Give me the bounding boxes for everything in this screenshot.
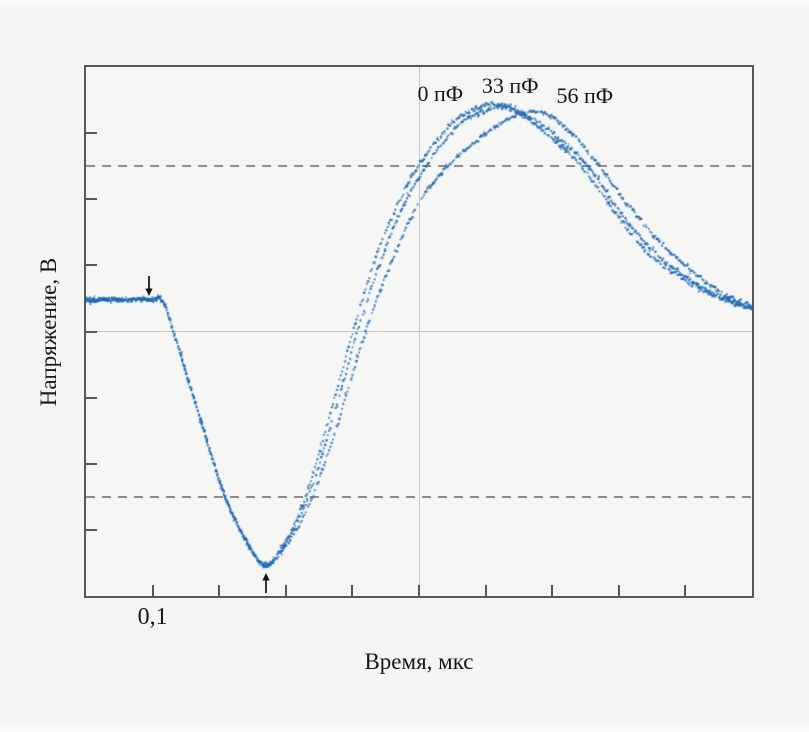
tick-mark <box>484 585 487 596</box>
series-label-33pf: 33 пФ <box>481 73 539 99</box>
tick-mark <box>86 396 97 399</box>
tick-mark <box>86 198 97 201</box>
tick-mark <box>351 585 354 596</box>
x-axis-title: Время, мкс <box>364 649 474 674</box>
marker-arrow-down-icon <box>145 275 153 296</box>
tick-mark <box>551 585 554 596</box>
tick-mark <box>617 585 620 596</box>
tick-mark <box>418 585 420 596</box>
plot-area: 0 пФ 33 пФ 56 пФ <box>84 65 754 598</box>
tick-mark <box>86 528 97 531</box>
tick-mark <box>86 330 97 333</box>
tick-mark <box>86 462 97 465</box>
tick-mark <box>684 585 687 596</box>
tick-mark <box>151 585 154 596</box>
marker-arrow-up-icon <box>262 572 270 593</box>
scope-traces-canvas <box>86 67 752 596</box>
tick-mark <box>86 132 97 135</box>
y-axis-title: Напряжение, В <box>36 257 61 406</box>
x-tick-label: 0,1 <box>137 604 168 630</box>
tick-mark <box>284 585 287 596</box>
tick-mark <box>86 264 97 267</box>
series-label-0pf: 0 пФ <box>417 81 464 107</box>
tick-mark <box>218 585 221 596</box>
page-edge-top <box>0 0 809 4</box>
series-label-56pf: 56 пФ <box>556 83 614 109</box>
page-edge-bottom <box>0 727 809 732</box>
